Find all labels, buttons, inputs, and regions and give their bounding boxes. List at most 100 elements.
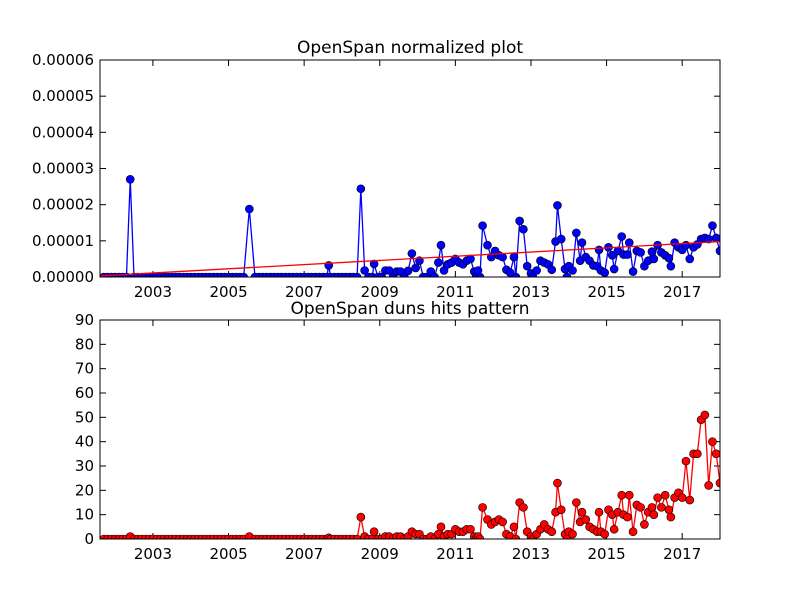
x-tick-label: 2013 xyxy=(512,545,550,563)
data-point xyxy=(624,490,634,500)
data-point xyxy=(498,517,507,527)
x-tick-label: 2013 xyxy=(512,283,550,301)
data-point xyxy=(430,272,439,277)
data-point xyxy=(715,246,720,256)
data-point xyxy=(708,437,717,446)
data-point xyxy=(369,259,379,269)
y-tick-label: 50 xyxy=(75,408,94,426)
x-tick-label: 2005 xyxy=(209,283,247,301)
y-tick-label: 0.00006 xyxy=(32,51,94,69)
data-point xyxy=(657,503,666,512)
data-point xyxy=(649,254,659,264)
data-point xyxy=(617,232,627,241)
y-tick-label: 0.00005 xyxy=(32,87,94,105)
duns-hits-panel: OpenSpan duns hits pattern 0 10 20 30 40 50 60… xyxy=(75,299,721,563)
data-point xyxy=(478,503,487,512)
data-point xyxy=(607,251,617,260)
x-axis: 2003 2005 2007 2009 2011 2013 2015 2017 xyxy=(134,60,701,301)
data-point xyxy=(239,272,248,277)
data-point xyxy=(677,493,687,502)
data-point xyxy=(666,512,676,522)
data-point xyxy=(715,478,720,488)
y-tick-label: 10 xyxy=(75,506,94,524)
data-point xyxy=(509,522,519,532)
x-tick-label: 2017 xyxy=(663,545,701,563)
data-point xyxy=(617,490,627,500)
data-point xyxy=(568,266,577,275)
data-point xyxy=(553,478,562,488)
data-point xyxy=(577,507,587,517)
y-tick-label: 70 xyxy=(75,360,94,378)
data-point xyxy=(636,503,645,512)
x-tick-label: 2009 xyxy=(361,545,399,563)
x-tick-label: 2017 xyxy=(663,283,701,301)
data-point xyxy=(352,272,362,277)
data-point xyxy=(600,268,610,277)
y-tick-label: 40 xyxy=(75,433,94,451)
data-point xyxy=(509,252,519,262)
data-point xyxy=(647,503,657,512)
data-point xyxy=(522,261,532,271)
x-tick-label: 2007 xyxy=(285,283,323,301)
data-point xyxy=(403,266,413,276)
data-point xyxy=(369,527,379,537)
chart-title: OpenSpan duns hits pattern xyxy=(290,299,529,319)
data-point xyxy=(556,234,566,244)
data-point xyxy=(562,272,572,277)
data-point xyxy=(483,240,492,250)
data-point xyxy=(649,510,659,519)
x-tick-label: 2005 xyxy=(209,545,247,563)
data-point xyxy=(572,228,581,238)
data-point xyxy=(594,245,604,255)
data-point xyxy=(653,493,662,502)
y-tick-label: 0.00001 xyxy=(32,232,94,250)
data-point xyxy=(624,238,634,247)
data-point xyxy=(434,258,443,267)
data-point xyxy=(511,272,521,277)
y-tick-label: 0.00002 xyxy=(32,196,94,214)
data-point xyxy=(581,515,591,524)
data-point xyxy=(681,456,691,466)
data-point xyxy=(515,216,524,226)
y-tick-label: 0.00004 xyxy=(32,123,94,141)
y-tick-label: 80 xyxy=(75,335,94,353)
x-tick-label: 2015 xyxy=(587,283,625,301)
data-point xyxy=(532,266,541,275)
y-tick-label: 20 xyxy=(75,481,94,499)
data-point xyxy=(636,248,645,257)
y-tick-label: 30 xyxy=(75,457,94,475)
data-point xyxy=(647,247,657,256)
y-axis: 0.00000 0.00001 0.00002 0.00003 0.00004 0.000… xyxy=(32,51,720,286)
x-tick-label: 2011 xyxy=(436,283,474,301)
y-axis: 0 10 20 30 40 50 60 70 80 90 xyxy=(75,311,720,548)
y-tick-label: 60 xyxy=(75,384,94,402)
y-tick-label: 0.00000 xyxy=(32,268,94,286)
data-point xyxy=(407,249,417,258)
data-point xyxy=(475,272,485,277)
x-axis: 2003 2005 2007 2009 2011 2013 2015 2017 xyxy=(134,320,701,563)
data-point xyxy=(628,527,638,537)
y-tick-label: 90 xyxy=(75,311,94,329)
data-point xyxy=(609,524,619,534)
data-point xyxy=(411,263,420,273)
plot-area xyxy=(100,410,720,539)
x-tick-label: 2009 xyxy=(361,283,399,301)
x-tick-label: 2007 xyxy=(285,545,323,563)
data-point xyxy=(568,529,577,539)
data-point xyxy=(572,498,581,507)
x-tick-label: 2011 xyxy=(436,545,474,563)
x-tick-label: 2003 xyxy=(134,283,172,301)
data-point xyxy=(245,204,254,214)
data-point xyxy=(664,505,674,515)
data-point xyxy=(623,250,632,259)
x-tick-label: 2015 xyxy=(587,545,625,563)
data-point xyxy=(439,266,449,275)
data-point xyxy=(704,481,713,490)
data-point xyxy=(628,267,638,276)
data-point xyxy=(511,534,521,539)
data-point xyxy=(475,534,485,539)
plot-area xyxy=(100,175,720,277)
data-point xyxy=(685,254,695,264)
data-point xyxy=(556,505,566,515)
plot-frame xyxy=(99,319,721,540)
